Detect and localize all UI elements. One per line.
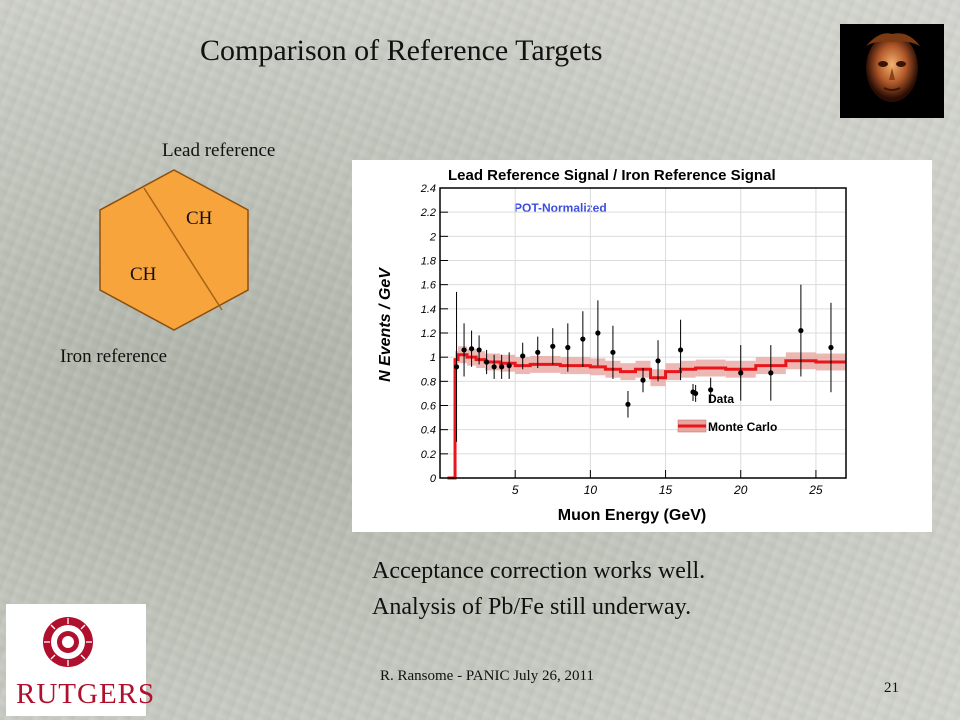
data-point xyxy=(580,336,586,342)
y-tick-label: 0 xyxy=(430,473,437,485)
chart-annotation: POT-Normalized xyxy=(514,201,607,215)
data-point xyxy=(520,353,526,359)
y-tick-label: 2 xyxy=(429,231,436,243)
data-point xyxy=(461,347,467,353)
data-point xyxy=(610,349,616,355)
data-point xyxy=(625,401,631,407)
x-tick-label: 25 xyxy=(808,483,823,497)
body-line-2: Analysis of Pb/Fe still underway. xyxy=(372,594,692,620)
x-axis-label: Muon Energy (GeV) xyxy=(558,507,706,524)
body-line-1: Acceptance correction works well. xyxy=(372,558,706,584)
data-point xyxy=(468,346,475,352)
y-tick-label: 0.8 xyxy=(421,376,437,388)
data-point xyxy=(550,343,556,349)
data-point xyxy=(491,364,497,370)
legend-mc-label: Monte Carlo xyxy=(708,420,777,434)
lead-reference-label: Lead reference xyxy=(162,140,276,161)
chart-legend: Data Monte Carlo xyxy=(677,384,777,434)
x-tick-label: 15 xyxy=(659,483,673,497)
portrait-image xyxy=(840,24,944,118)
page-number: 21 xyxy=(884,680,899,696)
data-point xyxy=(708,387,714,393)
y-tick-label: 1.2 xyxy=(421,328,436,340)
data-point xyxy=(484,359,490,365)
logo-wordmark: RUTGERS xyxy=(16,678,156,710)
data-point xyxy=(476,347,482,353)
y-tick-label: 2.2 xyxy=(420,207,436,219)
target-divider-line xyxy=(143,187,223,311)
data-point xyxy=(453,364,460,370)
data-point xyxy=(499,364,505,370)
x-tick-label: 5 xyxy=(512,483,519,497)
x-tick-label: 20 xyxy=(733,483,748,497)
slide-title: Comparison of Reference Targets xyxy=(200,34,603,67)
data-point xyxy=(655,358,661,364)
target-hexagon xyxy=(99,169,249,331)
data-point xyxy=(677,347,684,353)
y-tick-label: 2.4 xyxy=(420,183,436,195)
mc-line xyxy=(447,353,846,480)
ch-label-lower: CH xyxy=(130,264,157,285)
chart-title: Lead Reference Signal / Iron Reference S… xyxy=(448,167,776,184)
y-tick-label: 1.6 xyxy=(421,280,437,292)
y-tick-label: 1.4 xyxy=(421,304,436,316)
footer-text: R. Ransome - PANIC July 26, 2011 xyxy=(380,668,594,684)
ratio-plot: Lead Reference Signal / Iron Reference S… xyxy=(352,160,932,532)
y-axis-label: N Events / GeV xyxy=(377,267,394,382)
mc-step-line xyxy=(447,353,846,480)
rutgers-logo: RUTGERS xyxy=(6,604,154,716)
data-point xyxy=(798,327,804,334)
y-tick-label: 0.4 xyxy=(421,425,436,437)
rutgers-seal-icon xyxy=(43,617,93,667)
ch-label-upper: CH xyxy=(186,208,213,229)
y-tick-label: 1.8 xyxy=(421,256,437,268)
y-tick-label: 0.6 xyxy=(421,401,437,413)
chart-ticks: 0 0.2 0.4 0.6 0.8 1 1.2 1.4 1.6 1.8 2 2.2 2.4 5 10 15 20… xyxy=(420,183,823,497)
data-point xyxy=(828,344,834,351)
iron-reference-label: Iron reference xyxy=(60,346,168,367)
data-point xyxy=(738,370,744,376)
y-tick-label: 1 xyxy=(430,352,436,364)
data-points xyxy=(453,284,834,442)
data-point xyxy=(506,363,512,369)
data-point xyxy=(535,349,541,355)
legend-data-label: Data xyxy=(708,392,734,406)
target-hexagon-diagram xyxy=(99,169,249,331)
data-point xyxy=(565,344,571,351)
data-point xyxy=(768,370,774,376)
x-tick-label: 10 xyxy=(584,483,598,497)
chart-grid xyxy=(440,187,846,479)
mc-uncertainty-band xyxy=(455,346,846,387)
y-tick-label: 0.2 xyxy=(421,449,436,461)
data-point xyxy=(640,377,646,383)
data-point xyxy=(595,330,601,336)
ratio-chart: Lead Reference Signal / Iron Reference S… xyxy=(377,167,847,524)
